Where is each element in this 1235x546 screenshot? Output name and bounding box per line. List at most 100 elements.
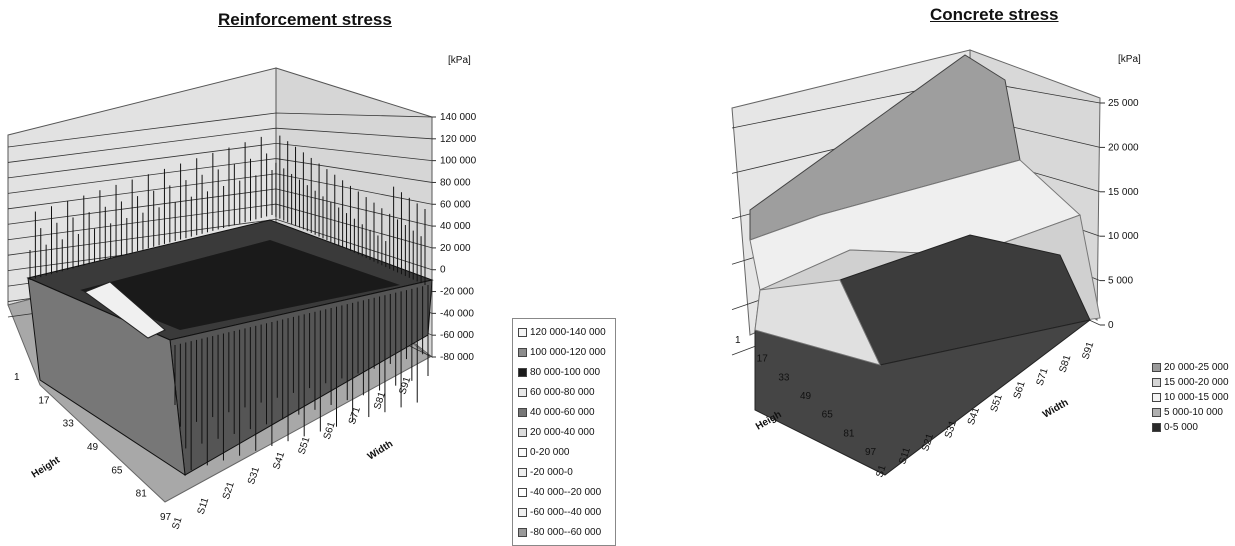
- z-tick-label: 20 000: [1108, 142, 1139, 153]
- z-tick-label: 100 000: [440, 156, 477, 167]
- legend-item: 60 000-80 000: [518, 382, 610, 402]
- z-tick-label: 10 000: [1108, 231, 1139, 242]
- width-tick-label: S21: [920, 432, 936, 453]
- chart-legend: 20 000-25 000 15 000-20 000 10 000-15 000 5…: [1152, 360, 1234, 435]
- width-tick-label: S61: [1012, 380, 1028, 401]
- depth-tick-label: 97: [865, 447, 877, 458]
- legend-item: 120 000-140 000: [518, 322, 610, 342]
- width-tick-label: S11: [897, 446, 913, 466]
- legend-label: 80 000-100 000: [530, 366, 601, 378]
- gridline: [7, 158, 433, 194]
- legend-swatch: [1152, 393, 1161, 402]
- legend-item: -20 000-0: [518, 462, 610, 482]
- legend-label: -60 000--40 000: [530, 506, 602, 518]
- concrete-stress-chart: 25 000 20 000 15 000 10 000 5 000 0 [kPa] 1 17 33…: [731, 49, 1141, 479]
- z-tick-label: 60 000: [440, 199, 471, 210]
- z-tick-label: 15 000: [1108, 187, 1139, 198]
- legend-label: 100 000-120 000: [530, 346, 606, 358]
- depth-tick-label: 33: [63, 419, 75, 430]
- legend-item: 80 000-100 000: [518, 362, 610, 382]
- width-tick-label: S81: [1058, 353, 1074, 374]
- legend-label: -40 000--20 000: [530, 486, 602, 498]
- gridline: [7, 142, 433, 179]
- width-tick-label: S21: [221, 480, 237, 501]
- width-tick-label: S1: [170, 515, 184, 530]
- width-tick-label: S41: [271, 450, 287, 471]
- reinforcement-stress-panel: Reinforcement stress 1 40 000 120 000 100 0…: [7, 10, 616, 546]
- width-tick-label: S81: [372, 390, 388, 411]
- width-tick-label: S41: [966, 406, 982, 427]
- legend-label: -80 000--60 000: [530, 526, 602, 538]
- gridline: [7, 127, 433, 163]
- plot-area: 140 000 120 000 100 000 80 000 60 000 40 000 2…: [7, 55, 477, 531]
- width-tick-label: S51: [297, 435, 313, 456]
- width-tick-label: S31: [246, 465, 262, 486]
- legend-swatch: [518, 407, 527, 417]
- legend-item: -40 000--20 000: [518, 482, 610, 502]
- legend-label: 20 000-40 000: [530, 426, 595, 438]
- legend-swatch: [518, 327, 527, 337]
- legend-swatch: [518, 367, 527, 377]
- width-tick-label: S71: [1035, 366, 1051, 387]
- depth-tick-label: 1: [735, 335, 741, 346]
- legend-label: 60 000-80 000: [530, 386, 595, 398]
- legend-item: 40 000-60 000: [518, 402, 610, 422]
- legend-swatch: [518, 487, 527, 497]
- depth-tick-label: 49: [87, 442, 99, 453]
- depth-tick-label: 17: [38, 395, 50, 406]
- surface-ridge-light: [83, 281, 166, 339]
- legend-label: 5 000-10 000: [1164, 407, 1223, 418]
- legend-swatch: [518, 347, 527, 357]
- width-tick-label: S1: [874, 463, 888, 478]
- legend-swatch: [1152, 363, 1161, 372]
- depth-tick-label: 1: [14, 372, 20, 383]
- width-tick-label: S11: [196, 496, 212, 516]
- z-tick-label: 0: [440, 265, 446, 276]
- depth-tick-label: 33: [778, 372, 790, 383]
- legend-swatch: [518, 427, 527, 437]
- width-axis-title: Width: [1041, 397, 1070, 420]
- legend-swatch: [518, 447, 527, 457]
- legend-swatch: [1152, 408, 1161, 417]
- z-tick-label: 120 000: [440, 134, 477, 145]
- surface-plateau: [754, 279, 881, 366]
- legend-label: 15 000-20 000: [1164, 377, 1229, 388]
- legend-label: 0-20 000: [530, 446, 570, 458]
- z-tick-label: 40 000: [440, 221, 471, 232]
- legend-label: 0-5 000: [1164, 422, 1198, 433]
- width-tick-label: S91: [1080, 340, 1096, 361]
- legend-label: -20 000-0: [530, 466, 573, 478]
- legend-item: 15 000-20 000: [1152, 375, 1234, 390]
- plot-area: 25 000 20 000 15 000 10 000 5 000 0 [kPa] 1 17 33…: [731, 49, 1141, 479]
- z-tick-label: 25 000: [1108, 98, 1139, 109]
- legend-swatch: [1152, 378, 1161, 387]
- z-tick-label: -40 000: [440, 308, 474, 319]
- width-tick-label: S91: [397, 375, 413, 396]
- legend-swatch: [518, 527, 527, 537]
- depth-tick-label: 81: [843, 428, 855, 439]
- legend-label: 20 000-25 000: [1164, 362, 1229, 373]
- legend-item: -80 000--60 000: [518, 522, 610, 542]
- z-tick-label: -80 000: [440, 352, 474, 363]
- z-tick-label: 5 000: [1108, 276, 1133, 287]
- legend-label: 40 000-60 000: [530, 406, 595, 418]
- concrete-stress-panel: Concrete stress 25 000 20 000 15 000 10 000…: [640, 0, 1235, 540]
- surface-center: [80, 240, 400, 330]
- legend-item: 0-5 000: [1152, 420, 1234, 435]
- legend-item: 10 000-15 000: [1152, 390, 1234, 405]
- chart-title: Reinforcement stress: [218, 10, 392, 29]
- width-tick-label: S71: [347, 405, 363, 426]
- z-tick-label: 20 000: [440, 243, 471, 254]
- chart-title: Concrete stress: [930, 5, 1059, 24]
- unit-label: [kPa]: [448, 55, 471, 66]
- depth-axis-title: Height: [30, 454, 63, 480]
- width-axis-title: Width: [366, 439, 395, 463]
- depth-tick-label: 65: [822, 410, 834, 421]
- z-tick-label: -60 000: [440, 330, 474, 341]
- unit-label: [kPa]: [1118, 54, 1141, 65]
- legend-label: 10 000-15 000: [1164, 392, 1229, 403]
- depth-tick-label: 17: [757, 354, 769, 365]
- legend-swatch: [1152, 423, 1161, 432]
- z-tick-label: -20 000: [440, 287, 474, 298]
- z-tick-label: 0: [1108, 320, 1114, 331]
